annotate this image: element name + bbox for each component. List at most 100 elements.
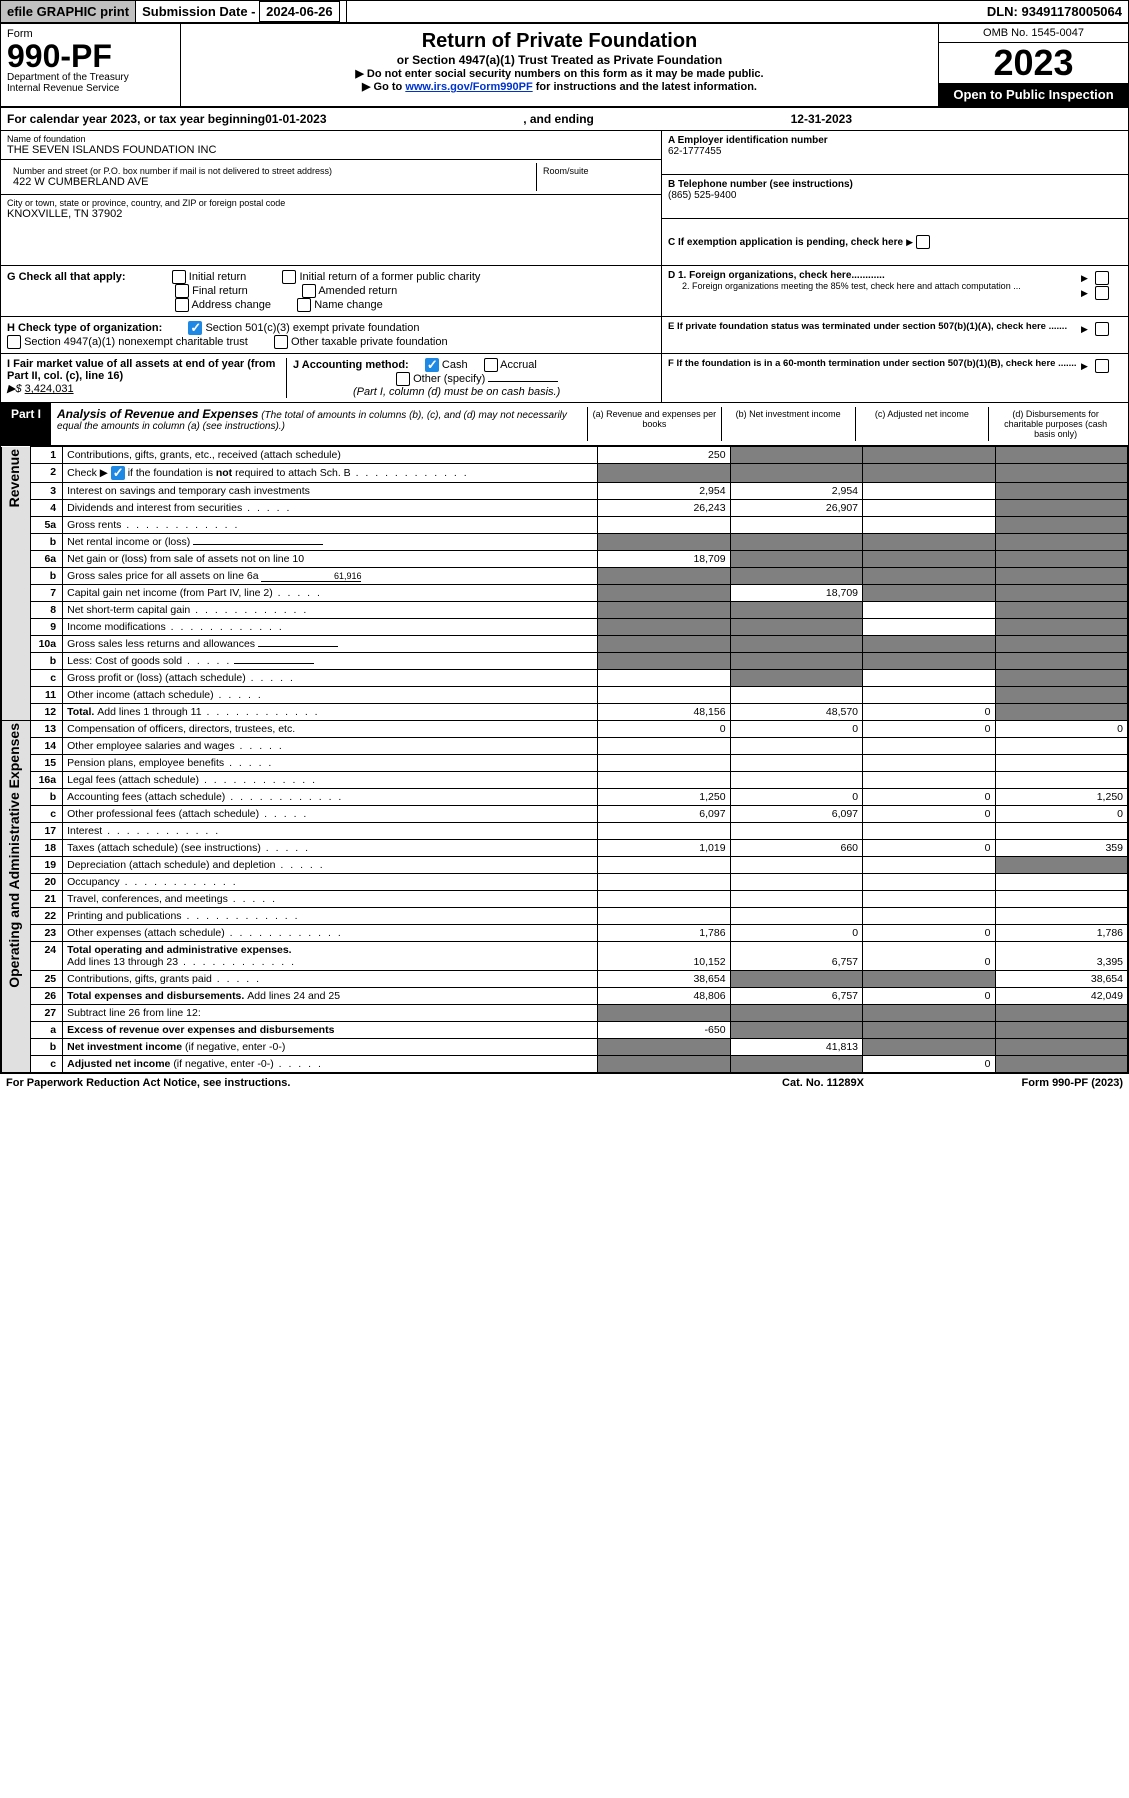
table-row: 23Other expenses (attach schedule) 1,786… bbox=[2, 925, 1128, 942]
arrow-icon bbox=[1078, 324, 1091, 335]
foundation-name: THE SEVEN ISLANDS FOUNDATION INC bbox=[7, 144, 655, 156]
table-row: bNet investment income (if negative, ent… bbox=[2, 1039, 1128, 1056]
checkbox-d2[interactable] bbox=[1095, 286, 1109, 300]
table-row: 20Occupancy bbox=[2, 874, 1128, 891]
revenue-expense-table: Revenue 1Contributions, gifts, grants, e… bbox=[1, 446, 1128, 1073]
tax-year: 2023 bbox=[939, 43, 1128, 83]
col-c-header: (c) Adjusted net income bbox=[855, 407, 989, 441]
checkbox-e[interactable] bbox=[1095, 322, 1109, 336]
table-row: aExcess of revenue over expenses and dis… bbox=[2, 1022, 1128, 1039]
table-row: Revenue 1Contributions, gifts, grants, e… bbox=[2, 447, 1128, 464]
table-row: bGross sales price for all assets on lin… bbox=[2, 568, 1128, 585]
checkbox-accrual[interactable] bbox=[484, 358, 498, 372]
checkbox-d1[interactable] bbox=[1095, 271, 1109, 285]
table-row: 8Net short-term capital gain bbox=[2, 602, 1128, 619]
footer: For Paperwork Reduction Act Notice, see … bbox=[0, 1074, 1129, 1092]
checkbox-501c3[interactable] bbox=[188, 321, 202, 335]
arrow-icon bbox=[903, 237, 916, 248]
table-row: 10aGross sales less returns and allowanc… bbox=[2, 636, 1128, 653]
table-row: 7Capital gain net income (from Part IV, … bbox=[2, 585, 1128, 602]
box-i-j: I Fair market value of all assets at end… bbox=[1, 354, 661, 402]
form-footer-label: Form 990-PF (2023) bbox=[923, 1077, 1123, 1089]
table-row: 2 Check ▶ if the foundation is not requi… bbox=[2, 464, 1128, 483]
form-subtitle: or Section 4947(a)(1) Trust Treated as P… bbox=[187, 53, 932, 67]
table-row: 4Dividends and interest from securities … bbox=[2, 500, 1128, 517]
address-box: Number and street (or P.O. box number if… bbox=[1, 160, 661, 195]
checkbox-name[interactable] bbox=[297, 298, 311, 312]
telephone-value: (865) 525-9400 bbox=[668, 190, 736, 201]
table-row: cOther professional fees (attach schedul… bbox=[2, 806, 1128, 823]
checkbox-schb[interactable] bbox=[111, 466, 125, 480]
room-suite-label: Room/suite bbox=[543, 166, 649, 176]
table-row: Operating and Administrative Expenses 13… bbox=[2, 721, 1128, 738]
box-d: D 1. Foreign organizations, check here..… bbox=[661, 266, 1128, 316]
part1-label: Part I bbox=[1, 403, 51, 445]
table-row: 21Travel, conferences, and meetings bbox=[2, 891, 1128, 908]
department: Department of the Treasury bbox=[7, 72, 174, 83]
ein-value: 62-1777455 bbox=[668, 146, 721, 157]
header-center: Return of Private Foundation or Section … bbox=[181, 24, 938, 106]
box-c: C If exemption application is pending, c… bbox=[662, 219, 1128, 265]
table-row: cGross profit or (loss) (attach schedule… bbox=[2, 670, 1128, 687]
table-row: 12Total. Add lines 1 through 11 48,15648… bbox=[2, 704, 1128, 721]
omb-number: OMB No. 1545-0047 bbox=[939, 24, 1128, 43]
header-right: OMB No. 1545-0047 2023 Open to Public In… bbox=[938, 24, 1128, 106]
checkbox-section: G Check all that apply: Initial return I… bbox=[1, 266, 1128, 403]
checkbox-4947[interactable] bbox=[7, 335, 21, 349]
fmv-value: 3,424,031 bbox=[25, 383, 74, 395]
form-title: Return of Private Foundation bbox=[187, 30, 932, 53]
table-row: 11Other income (attach schedule) bbox=[2, 687, 1128, 704]
checkbox-initial[interactable] bbox=[172, 270, 186, 284]
header-left: Form 990-PF Department of the Treasury I… bbox=[1, 24, 181, 106]
topbar: efile GRAPHIC print Submission Date - 20… bbox=[1, 1, 1128, 24]
year-end: 12-31-2023 bbox=[791, 112, 852, 126]
dln: DLN: 93491178005064 bbox=[347, 1, 1128, 22]
street-address: 422 W CUMBERLAND AVE bbox=[13, 176, 530, 188]
box-g: G Check all that apply: Initial return I… bbox=[1, 266, 661, 316]
irs-label: Internal Revenue Service bbox=[7, 83, 174, 94]
checkbox-c[interactable] bbox=[916, 235, 930, 249]
table-row: 18Taxes (attach schedule) (see instructi… bbox=[2, 840, 1128, 857]
col-a-header: (a) Revenue and expenses per books bbox=[587, 407, 721, 441]
table-row: 14Other employee salaries and wages bbox=[2, 738, 1128, 755]
box-f: F If the foundation is in a 60-month ter… bbox=[661, 354, 1128, 402]
table-row: 17Interest bbox=[2, 823, 1128, 840]
paperwork-notice: For Paperwork Reduction Act Notice, see … bbox=[6, 1077, 723, 1089]
checkbox-initial-former[interactable] bbox=[282, 270, 296, 284]
irs-link[interactable]: www.irs.gov/Form990PF bbox=[405, 81, 532, 93]
table-row: 6aNet gain or (loss) from sale of assets… bbox=[2, 551, 1128, 568]
checkbox-other-method[interactable] bbox=[396, 372, 410, 386]
ein-box: A Employer identification number 62-1777… bbox=[662, 131, 1128, 175]
info-block: Name of foundation THE SEVEN ISLANDS FOU… bbox=[1, 131, 1128, 266]
checkbox-other-taxable[interactable] bbox=[274, 335, 288, 349]
form-header: Form 990-PF Department of the Treasury I… bbox=[1, 24, 1128, 108]
info-left: Name of foundation THE SEVEN ISLANDS FOU… bbox=[1, 131, 661, 265]
checkbox-final[interactable] bbox=[175, 284, 189, 298]
checkbox-cash[interactable] bbox=[425, 358, 439, 372]
col-b-header: (b) Net investment income bbox=[721, 407, 855, 441]
telephone-box: B Telephone number (see instructions) (8… bbox=[662, 175, 1128, 219]
calendar-year-row: For calendar year 2023, or tax year begi… bbox=[1, 108, 1128, 131]
checkbox-f[interactable] bbox=[1095, 359, 1109, 373]
table-row: bNet rental income or (loss) bbox=[2, 534, 1128, 551]
catalog-number: Cat. No. 11289X bbox=[723, 1077, 923, 1089]
city-box: City or town, state or province, country… bbox=[1, 195, 661, 241]
table-row: 3Interest on savings and temporary cash … bbox=[2, 483, 1128, 500]
table-row: 5aGross rents bbox=[2, 517, 1128, 534]
table-row: bLess: Cost of goods sold bbox=[2, 653, 1128, 670]
table-row: 22Printing and publications bbox=[2, 908, 1128, 925]
instruction-2: ▶ Go to www.irs.gov/Form990PF for instru… bbox=[187, 80, 932, 93]
instruction-1: ▶ Do not enter social security numbers o… bbox=[187, 67, 932, 80]
table-row: 16aLegal fees (attach schedule) bbox=[2, 772, 1128, 789]
table-row: 24Total operating and administrative exp… bbox=[2, 942, 1128, 971]
table-row: 9Income modifications bbox=[2, 619, 1128, 636]
info-right: A Employer identification number 62-1777… bbox=[661, 131, 1128, 265]
arrow-icon bbox=[1078, 361, 1091, 372]
checkbox-address[interactable] bbox=[175, 298, 189, 312]
table-row: cAdjusted net income (if negative, enter… bbox=[2, 1056, 1128, 1073]
checkbox-amended[interactable] bbox=[302, 284, 316, 298]
table-row: bAccounting fees (attach schedule) 1,250… bbox=[2, 789, 1128, 806]
table-row: 27Subtract line 26 from line 12: bbox=[2, 1005, 1128, 1022]
revenue-sidelabel: Revenue bbox=[6, 449, 22, 507]
arrow-icon bbox=[1078, 288, 1091, 299]
